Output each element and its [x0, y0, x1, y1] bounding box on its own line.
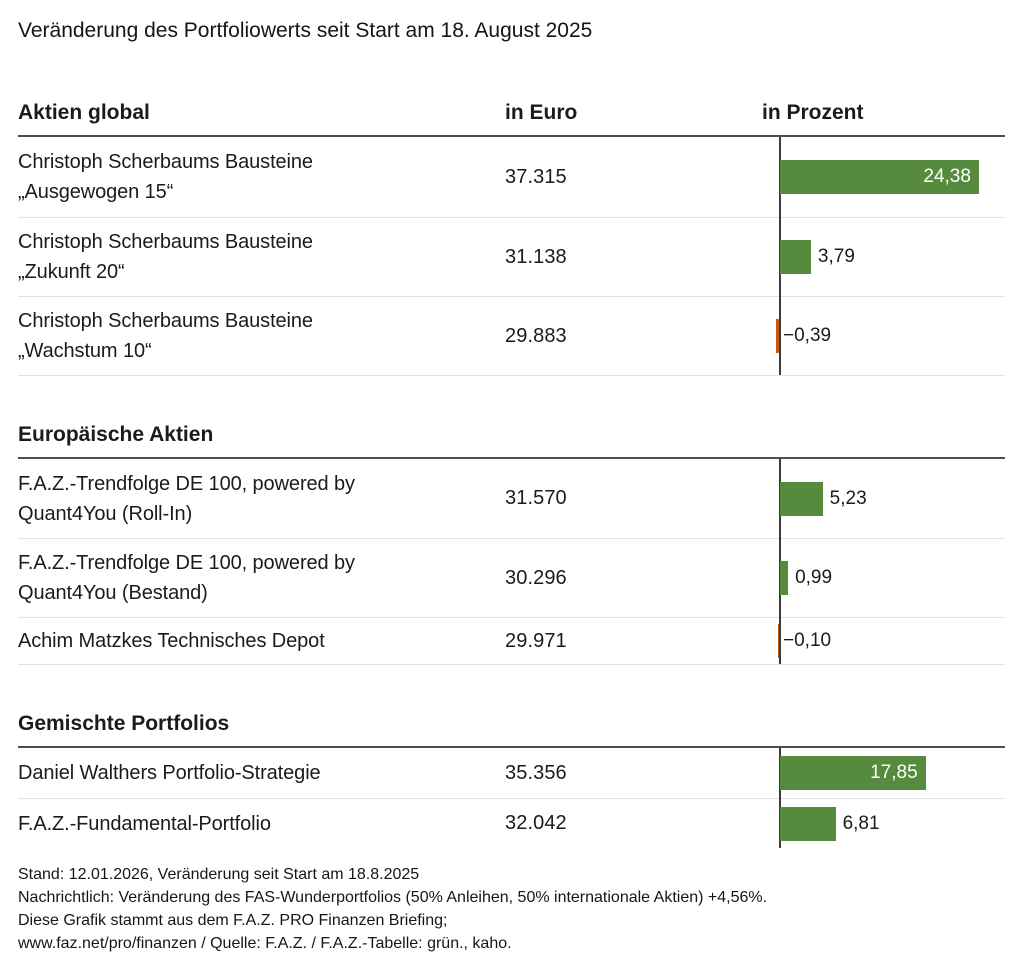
table-row: Christoph Scherbaums Bausteine „Zukunft … [18, 217, 1005, 296]
section-label: Europäische Aktien [18, 423, 214, 446]
percent-value: 24,38 [923, 166, 971, 187]
zero-baseline [779, 748, 781, 848]
percent-cell: −0,39 [762, 297, 1005, 375]
section-label: Aktien global [18, 101, 150, 124]
euro-value: 29.883 [505, 324, 567, 347]
footer-line-quelle: www.faz.net/pro/finanzen / Quelle: F.A.Z… [18, 935, 512, 952]
table-row: Achim Matzkes Technisches Depot 29.971 −… [18, 617, 1005, 664]
euro-value: 30.296 [505, 566, 567, 589]
euro-value: 31.570 [505, 487, 567, 509]
section-header: Gemischte Portfolios [18, 711, 1005, 748]
percent-bar [780, 806, 836, 841]
portfolio-name: F.A.Z.-Fundamental-Portfolio [18, 812, 271, 835]
percent-bar [775, 319, 779, 353]
table-row: F.A.Z.-Trendfolge DE 100, powered by Qua… [18, 538, 1005, 617]
percent-bar [780, 481, 823, 516]
euro-value: 35.356 [505, 761, 567, 784]
euro-value: 37.315 [505, 165, 567, 188]
table-row: F.A.Z.-Fundamental-Portfolio 32.042 6,81 [18, 798, 1005, 848]
percent-value: 17,85 [870, 762, 918, 783]
percent-cell: −0,10 [762, 618, 1005, 664]
percent-value: 3,79 [817, 246, 855, 267]
percent-value: −0,10 [783, 630, 832, 651]
percent-value: −0,39 [783, 325, 832, 346]
percent-bar [777, 624, 779, 658]
footer-line-stand: Stand: 12.01.2026, Veränderung seit Star… [18, 866, 420, 883]
percent-cell: 24,38 [762, 137, 1005, 217]
table-row: Daniel Walthers Portfolio-Strategie 35.3… [18, 748, 1005, 798]
column-header-euro: in Euro [505, 101, 578, 124]
table-row: Christoph Scherbaums Bausteine „Wachstum… [18, 296, 1005, 375]
section-header: Europäische Aktien [18, 422, 1005, 459]
portfolio-name: Christoph Scherbaums Bausteine „Zukunft … [18, 231, 313, 283]
section-label: Gemischte Portfolios [18, 712, 230, 735]
percent-value: 6,81 [842, 812, 880, 834]
percent-value: 0,99 [795, 567, 833, 588]
page-title: Veränderung des Portfoliowerts seit Star… [18, 19, 593, 42]
portfolio-name: Daniel Walthers Portfolio-Strategie [18, 762, 321, 784]
percent-cell: 0,99 [762, 539, 1005, 617]
footer: Stand: 12.01.2026, Veränderung seit Star… [18, 863, 1005, 955]
euro-value: 32.042 [505, 812, 567, 834]
percent-bar: 24,38 [780, 160, 979, 194]
percent-bar: 17,85 [780, 756, 926, 790]
section-europaeische-aktien: Europäische Aktien F.A.Z.-Trendfolge DE … [18, 422, 1005, 665]
percent-bar [780, 240, 811, 274]
column-header-percent: in Prozent [762, 101, 864, 124]
section-body: F.A.Z.-Trendfolge DE 100, powered by Qua… [18, 459, 1005, 665]
footer-line-grafik: Diese Grafik stammt aus dem F.A.Z. PRO F… [18, 912, 448, 929]
portfolio-name: Christoph Scherbaums Bausteine „Wachstum… [18, 310, 313, 362]
footer-line-nachrichtlich: Nachrichtlich: Veränderung des FAS-Wunde… [18, 889, 768, 906]
table-row: F.A.Z.-Trendfolge DE 100, powered by Qua… [18, 459, 1005, 538]
section-aktien-global: Aktien global in Euro in Prozent Christo… [18, 100, 1005, 376]
table-row: Christoph Scherbaums Bausteine „Ausgewog… [18, 137, 1005, 217]
percent-cell: 5,23 [762, 459, 1005, 538]
euro-value: 29.971 [505, 629, 567, 652]
percent-cell: 3,79 [762, 218, 1005, 296]
section-body: Daniel Walthers Portfolio-Strategie 35.3… [18, 748, 1005, 848]
section-header: Aktien global in Euro in Prozent [18, 100, 1005, 137]
percent-value: 5,23 [829, 487, 867, 509]
section-gemischte-portfolios: Gemischte Portfolios Daniel Walthers Por… [18, 711, 1005, 848]
section-body: Christoph Scherbaums Bausteine „Ausgewog… [18, 137, 1005, 376]
portfolio-name: F.A.Z.-Trendfolge DE 100, powered by Qua… [18, 472, 355, 525]
percent-cell: 6,81 [762, 799, 1005, 848]
percent-bar [780, 561, 789, 595]
portfolio-name: F.A.Z.-Trendfolge DE 100, powered by Qua… [18, 552, 355, 604]
euro-value: 31.138 [505, 245, 567, 268]
portfolio-name: Achim Matzkes Technisches Depot [18, 630, 325, 652]
portfolio-name: Christoph Scherbaums Bausteine „Ausgewog… [18, 151, 313, 203]
percent-cell: 17,85 [762, 748, 1005, 798]
